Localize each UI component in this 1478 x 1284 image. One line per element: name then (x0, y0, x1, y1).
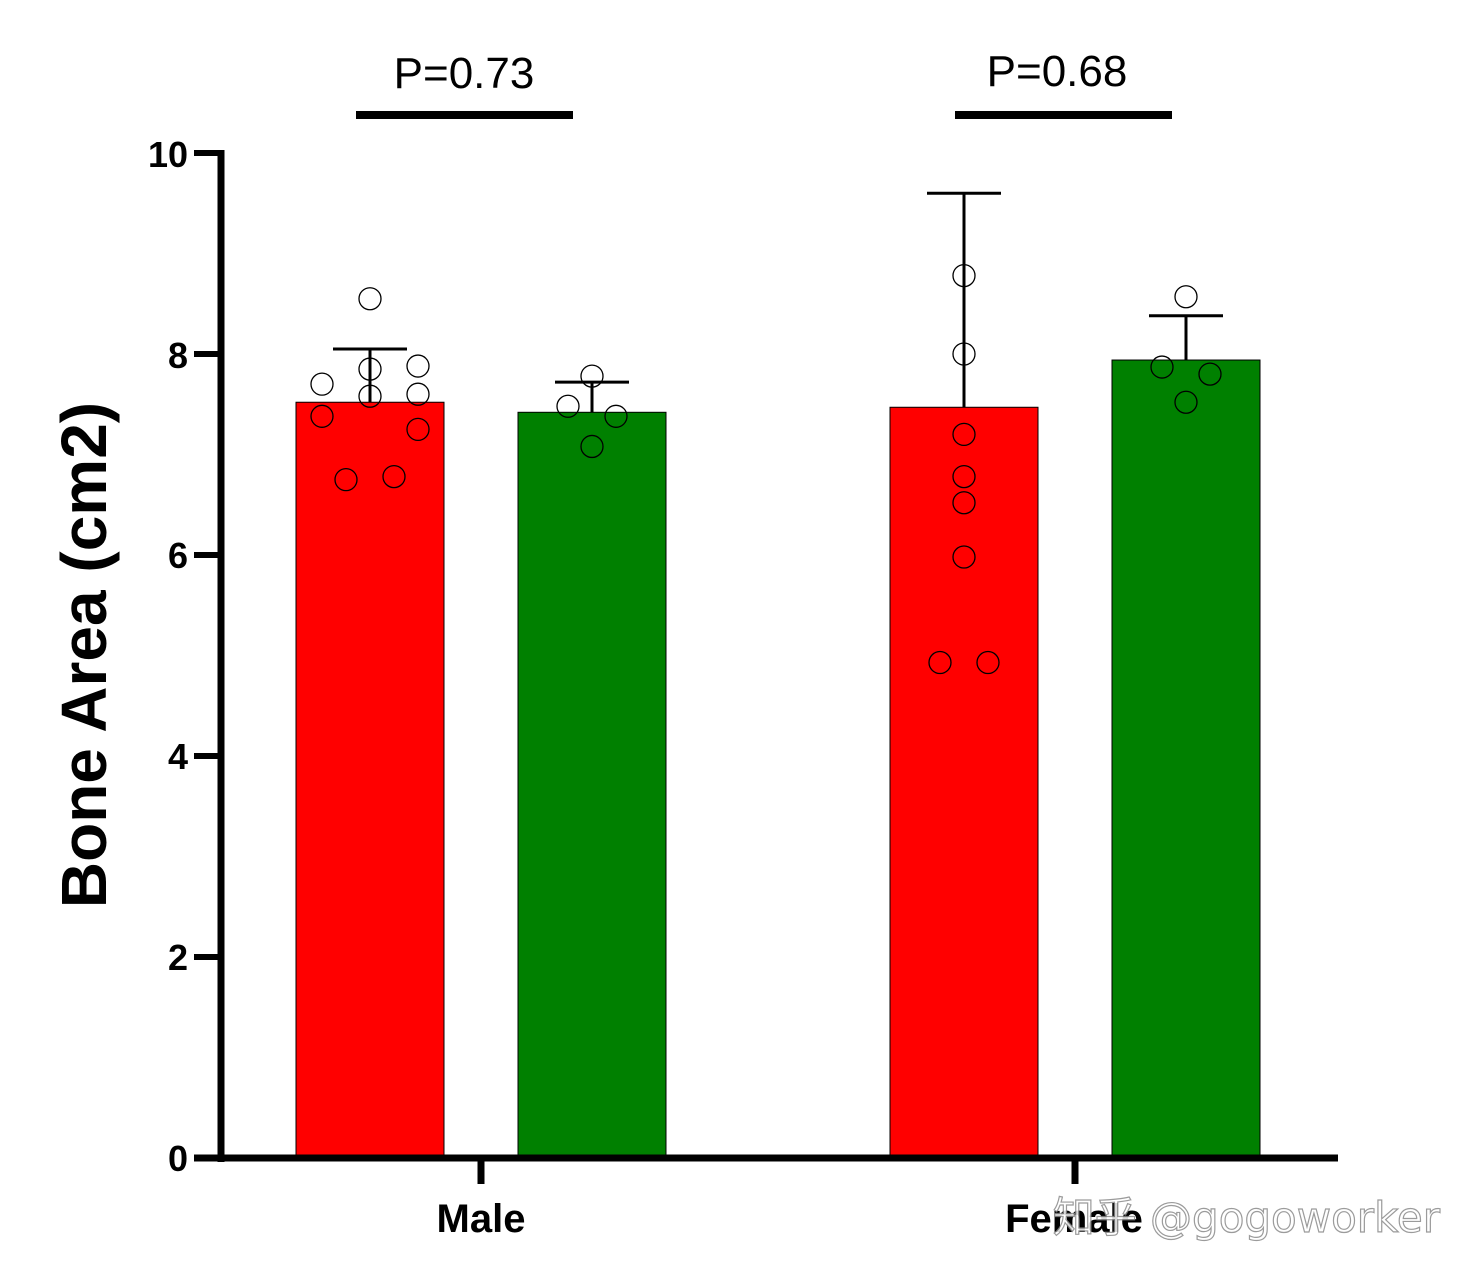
data-point (952, 464, 976, 489)
data-point (556, 394, 580, 418)
plot-area (194, 111, 1338, 1184)
data-point (928, 650, 952, 675)
bar (295, 401, 445, 1159)
data-point (358, 287, 382, 311)
data-point (334, 467, 358, 492)
data-point (952, 263, 976, 288)
bar (889, 406, 1039, 1159)
data-point (1174, 285, 1198, 309)
data-point (952, 422, 976, 447)
p-value-female: P=0.68 (987, 47, 1128, 96)
y-tick-label: 0 (168, 1138, 188, 1179)
data-point (1150, 355, 1174, 379)
data-point (1198, 362, 1222, 386)
y-tick-labels: 0 2 4 6 8 10 (148, 134, 188, 1179)
y-tick-label: 8 (168, 335, 188, 376)
watermark: 知乎 @gogoworker (1053, 1193, 1441, 1242)
data-point (952, 342, 976, 366)
bar (1111, 359, 1261, 1159)
data-point (580, 434, 604, 459)
data-point (952, 545, 976, 569)
x-category-label-male: Male (437, 1197, 526, 1241)
data-point (1174, 390, 1198, 414)
data-point (406, 417, 430, 442)
y-tick-label: 6 (168, 535, 188, 576)
data-point (976, 650, 1000, 675)
data-point (310, 372, 334, 396)
data-point (952, 491, 976, 515)
y-axis-title: Bone Area (cm2) (48, 402, 120, 908)
data-point (382, 464, 406, 489)
y-tick-label: 2 (168, 937, 188, 978)
y-tick-label: 4 (168, 736, 188, 777)
data-point (406, 354, 430, 378)
data-point (580, 364, 604, 388)
bar (517, 411, 667, 1159)
data-point (406, 382, 430, 406)
p-value-male: P=0.73 (394, 49, 535, 98)
data-point (358, 357, 382, 381)
data-point (604, 404, 628, 428)
data-point (310, 404, 334, 428)
x-category-label-female: Female (1005, 1197, 1143, 1241)
y-tick-label: 10 (148, 134, 188, 175)
data-point (358, 384, 382, 408)
